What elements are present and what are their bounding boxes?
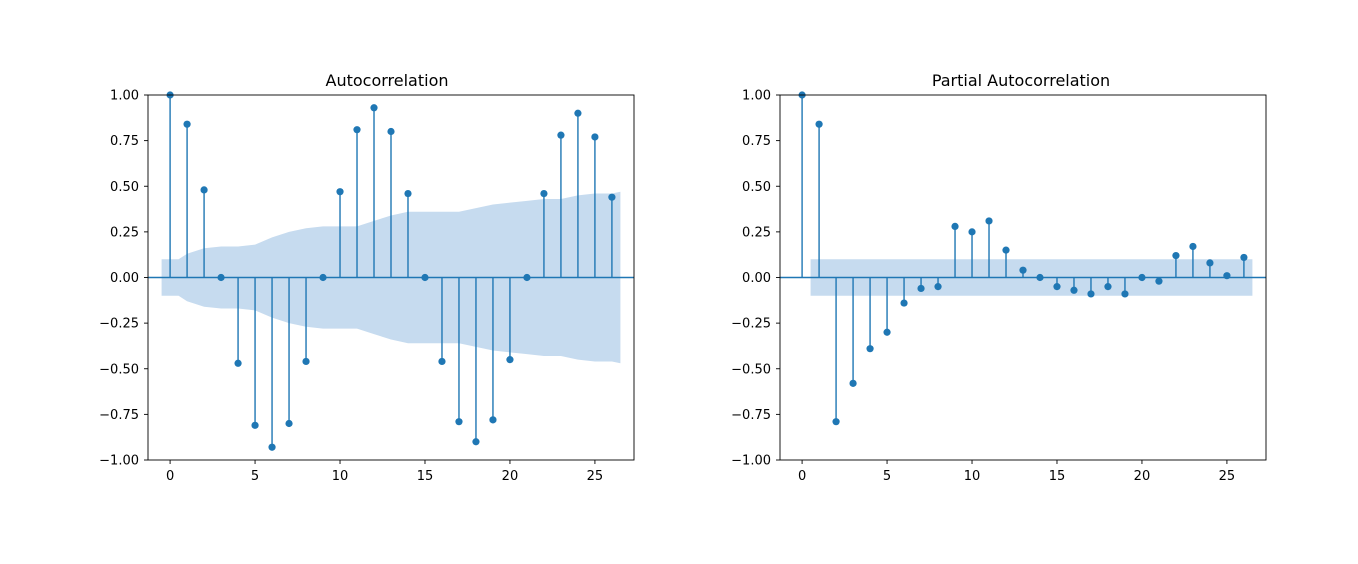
acf-marker-lag-7 <box>285 419 293 428</box>
pacf-marker-lag-21 <box>1155 277 1163 285</box>
acf-marker-lag-25 <box>591 133 599 141</box>
acf-marker-lag-16 <box>438 357 446 366</box>
pacf-panel: Partial Autocorrelation 0 5 10 15 20 25 1.00 0.… <box>731 71 1267 484</box>
pacf-marker-lag-22 <box>1172 252 1180 260</box>
pacf-marker-lag-25 <box>1223 272 1231 280</box>
pacf-ytick-label: 1.00 <box>742 89 771 104</box>
acf-xtick-label: 25 <box>587 469 604 484</box>
pacf-ytick-label: −1.00 <box>731 454 771 469</box>
pacf-marker-lag-20 <box>1138 273 1146 282</box>
acf-marker-lag-17 <box>455 418 463 426</box>
acf-ytick-label: −1.00 <box>99 454 139 469</box>
acf-marker-lag-11 <box>353 126 361 134</box>
pacf-ytick-label: −0.25 <box>731 317 771 332</box>
pacf-ytick-label: 0.50 <box>742 180 771 195</box>
pacf-marker-lag-13 <box>1019 266 1027 274</box>
acf-marker-lag-6 <box>268 443 276 451</box>
pacf-marker-lag-26 <box>1240 253 1248 262</box>
pacf-marker-lag-5 <box>883 328 891 336</box>
pacf-xtick-label: 15 <box>1049 469 1066 484</box>
pacf-marker-lag-2 <box>832 418 840 426</box>
acf-marker-lag-15 <box>421 273 429 282</box>
acf-title: Autocorrelation <box>326 71 449 90</box>
pacf-marker-lag-8 <box>934 283 942 291</box>
pacf-marker-lag-6 <box>900 299 908 307</box>
acf-marker-lag-8 <box>302 357 310 366</box>
acf-marker-lag-23 <box>557 131 565 139</box>
acf-panel: Autocorrelation 0 5 10 15 20 25 1.00 0.75 0.50 0.… <box>99 71 635 484</box>
pacf-marker-lag-24 <box>1206 259 1214 267</box>
acf-marker-lag-19 <box>489 416 497 424</box>
acf-ytick-label: 1.00 <box>110 89 139 104</box>
acf-marker-lag-18 <box>472 438 480 446</box>
acf-ytick-label: −0.50 <box>99 362 139 377</box>
acf-marker-lag-3 <box>217 273 225 282</box>
acf-marker-lag-13 <box>387 127 395 136</box>
acf-ytick-label: 0.25 <box>110 225 139 240</box>
acf-marker-lag-22 <box>540 189 548 198</box>
pacf-ytick-label: 0.00 <box>742 271 771 286</box>
pacf-marker-lag-14 <box>1036 273 1044 282</box>
acf-marker-lag-26 <box>608 193 616 201</box>
acf-marker-lag-4 <box>234 359 242 367</box>
pacf-marker-lag-17 <box>1087 290 1095 298</box>
pacf-ytick-label: 0.75 <box>742 134 771 149</box>
pacf-ytick-label: 0.25 <box>742 225 771 240</box>
pacf-marker-lag-3 <box>849 379 857 387</box>
acf-marker-lag-10 <box>336 188 344 196</box>
acf-xtick-label: 0 <box>166 469 174 484</box>
acf-marker-lag-20 <box>506 356 514 364</box>
pacf-marker-lag-18 <box>1104 283 1112 291</box>
pacf-ytick-label: −0.50 <box>731 362 771 377</box>
pacf-marker-lag-19 <box>1121 290 1129 298</box>
pacf-marker-lag-4 <box>866 345 874 353</box>
acf-marker-lag-14 <box>404 189 412 198</box>
pacf-marker-lag-1 <box>815 120 823 128</box>
pacf-xtick-label: 10 <box>964 469 981 484</box>
acf-xtick-label: 5 <box>251 469 259 484</box>
acf-marker-lag-1 <box>183 120 191 128</box>
pacf-xtick-label: 20 <box>1134 469 1151 484</box>
acf-marker-lag-21 <box>523 273 531 282</box>
pacf-marker-lag-15 <box>1053 283 1061 291</box>
pacf-title: Partial Autocorrelation <box>932 71 1110 90</box>
pacf-marker-lag-7 <box>917 284 925 293</box>
acf-ytick-label: 0.75 <box>110 134 139 149</box>
acf-marker-lag-2 <box>200 186 208 194</box>
pacf-xtick-label: 0 <box>798 469 806 484</box>
acf-xtick-label: 15 <box>417 469 434 484</box>
pacf-ytick-label: −0.75 <box>731 408 771 423</box>
acf-ytick-label: −0.75 <box>99 408 139 423</box>
acf-marker-lag-5 <box>251 421 259 429</box>
acf-ytick-label: 0.50 <box>110 180 139 195</box>
pacf-marker-lag-16 <box>1070 286 1078 294</box>
pacf-marker-lag-11 <box>985 217 993 225</box>
pacf-marker-lag-10 <box>968 228 976 236</box>
pacf-marker-lag-23 <box>1189 242 1197 251</box>
pacf-marker-lag-12 <box>1002 246 1010 254</box>
pacf-xtick-label: 25 <box>1219 469 1236 484</box>
acf-marker-lag-9 <box>319 273 327 282</box>
pacf-xtick-label: 5 <box>883 469 891 484</box>
acf-xtick-label: 10 <box>332 469 349 484</box>
acf-ytick-label: −0.25 <box>99 317 139 332</box>
acf-ytick-label: 0.00 <box>110 271 139 286</box>
acf-marker-lag-12 <box>370 104 378 112</box>
pacf-marker-lag-9 <box>951 222 959 230</box>
acf-marker-lag-24 <box>574 109 582 117</box>
acf-xtick-label: 20 <box>502 469 519 484</box>
